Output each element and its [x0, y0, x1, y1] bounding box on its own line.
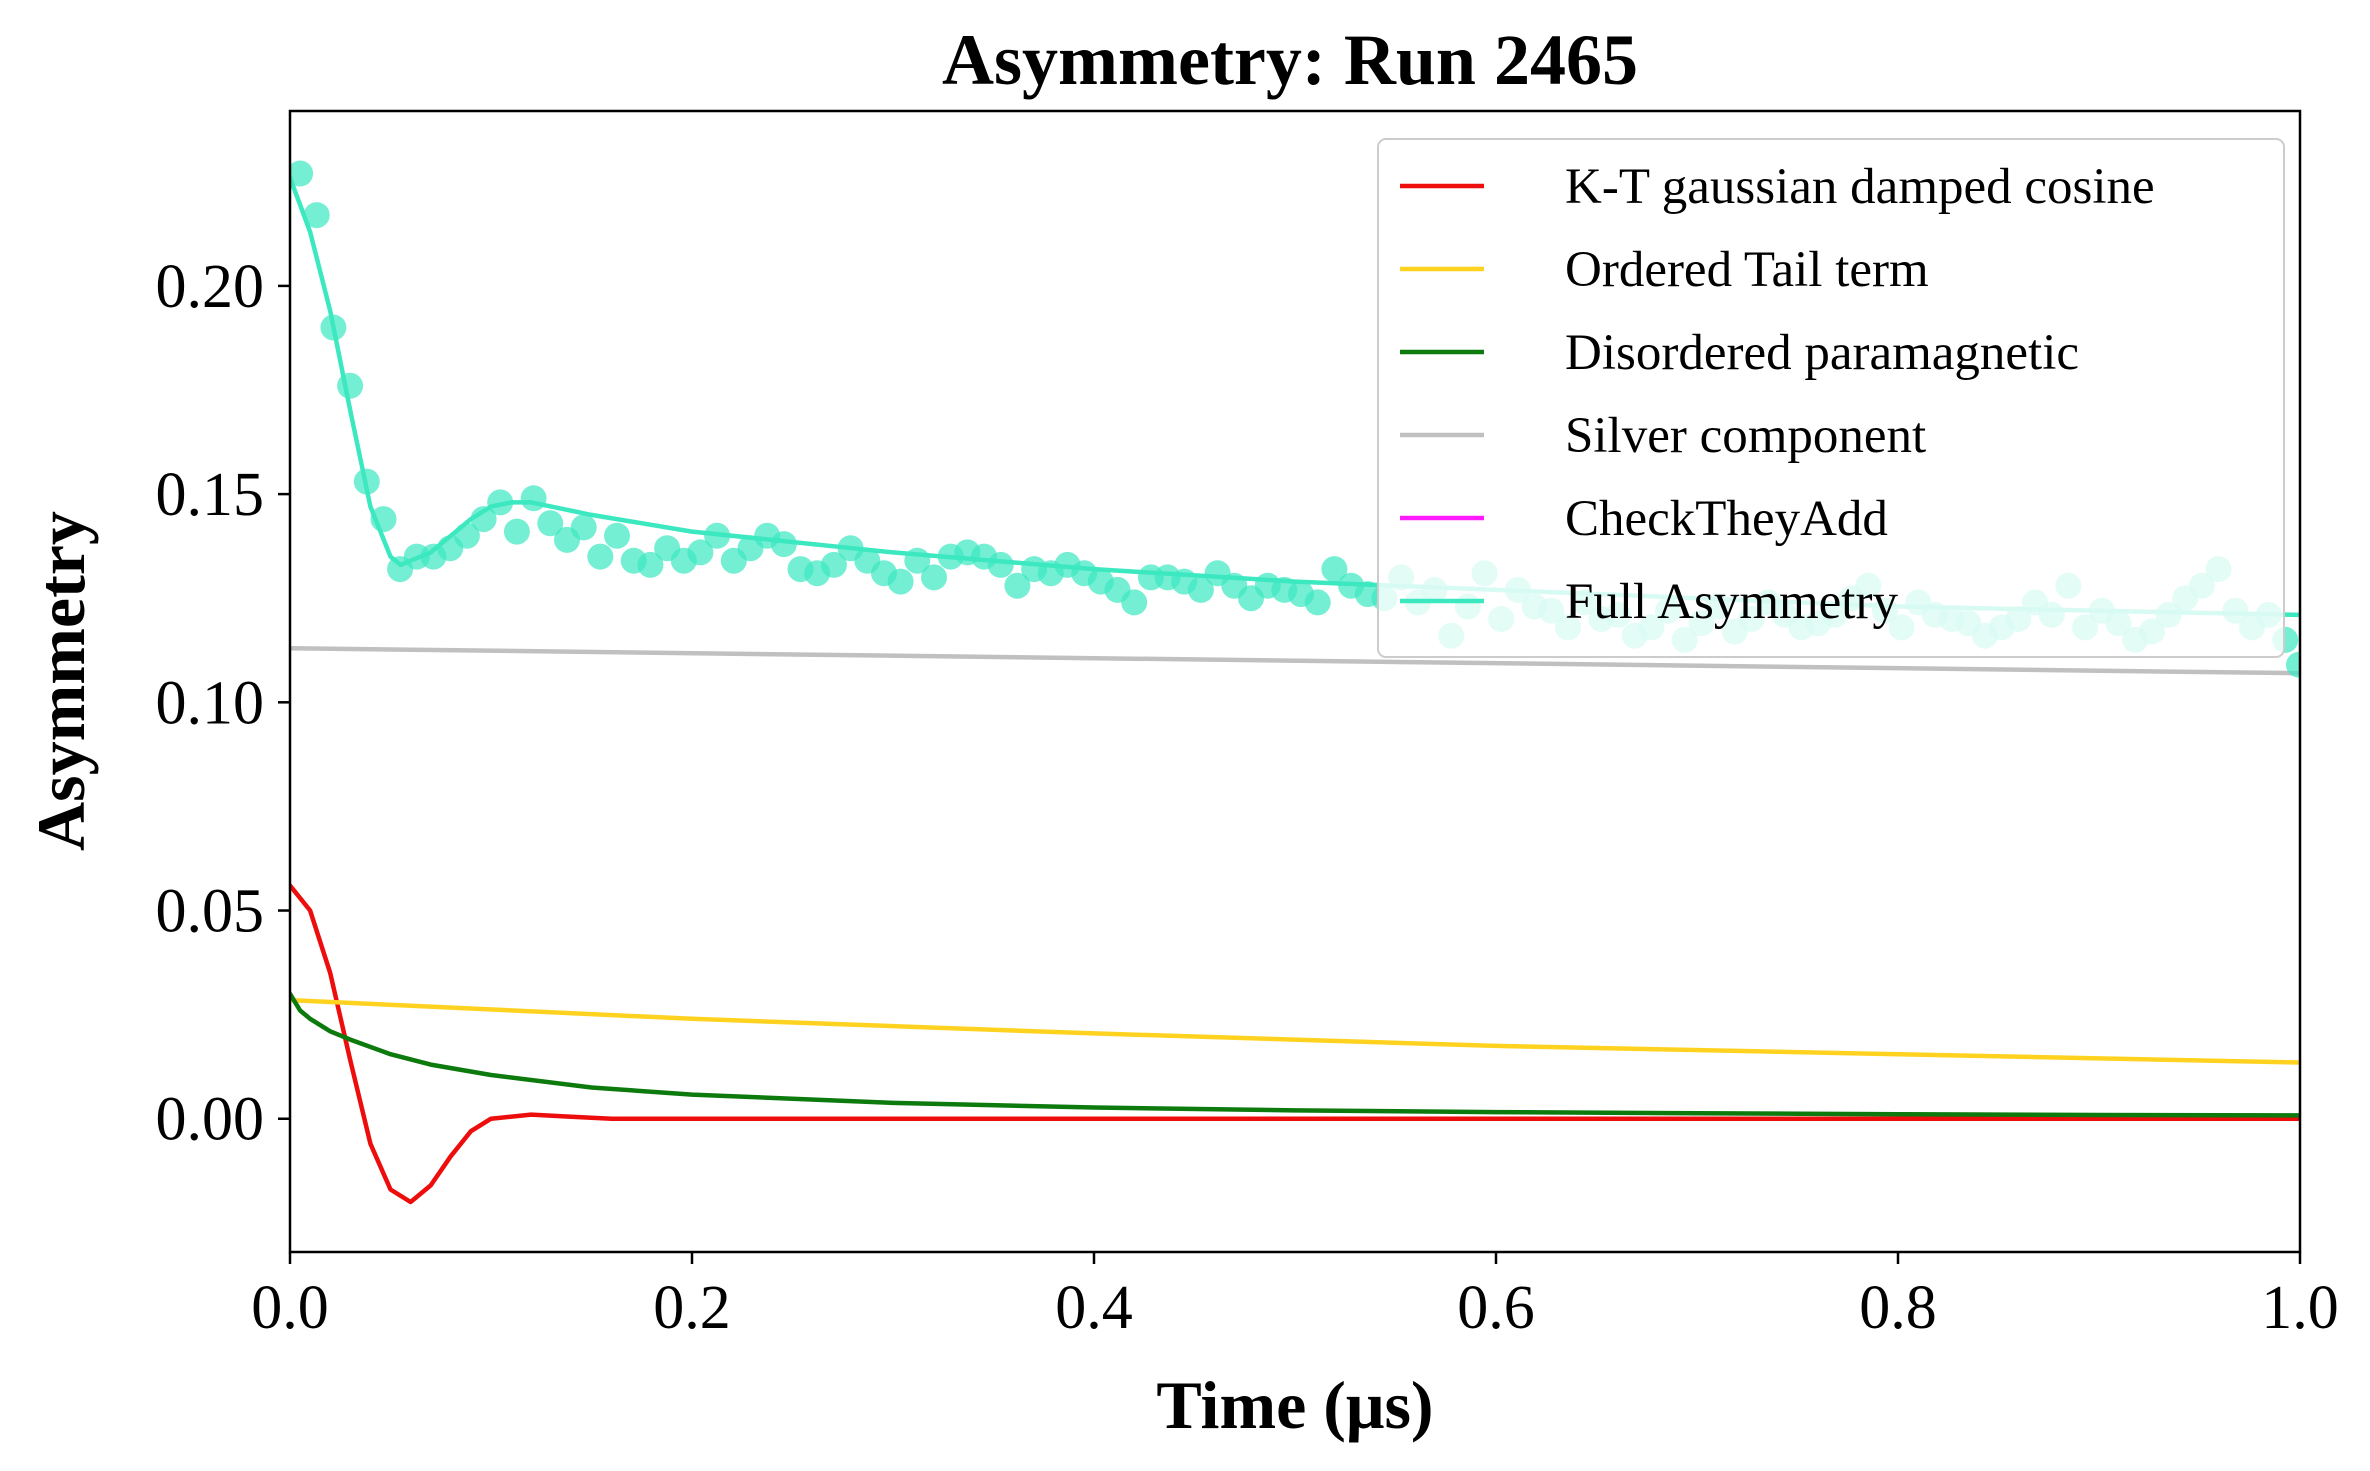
y-tick-label: 0.10 [156, 669, 265, 737]
data-point [303, 202, 330, 229]
legend-label: Silver component [1565, 408, 1926, 464]
x-tick-label: 0.4 [1055, 1274, 1133, 1342]
x-axis-label: Time (μs) [1156, 1367, 1433, 1443]
data-point [290, 160, 314, 187]
legend-label: Full Asymmetry [1565, 574, 1898, 630]
data-point [1321, 556, 1348, 583]
data-point [921, 564, 947, 591]
data-point [1187, 576, 1214, 603]
y-tick-label: 0.00 [156, 1086, 265, 1154]
x-tick-label: 0.0 [251, 1274, 329, 1342]
x-tick-label: 1.0 [2261, 1274, 2339, 1342]
data-point [604, 522, 630, 549]
data-point [1121, 589, 1148, 616]
chart-title: Asymmetry: Run 2465 [942, 20, 1638, 100]
data-point [637, 551, 664, 578]
legend-label: K-T gaussian damped cosine [1565, 159, 2155, 215]
data-point [820, 551, 847, 578]
legend-label: Disordered paramagnetic [1565, 325, 2079, 381]
data-point [570, 514, 597, 541]
data-point [520, 485, 547, 512]
legend: K-T gaussian damped cosine Ordered Tail t… [1377, 138, 2285, 658]
data-point [887, 568, 914, 595]
x-tick-label: 0.2 [653, 1274, 731, 1342]
data-point [987, 551, 1014, 578]
legend-label: CheckTheyAdd [1565, 491, 1888, 547]
axes-layer: 0.0 0.2 0.4 0.6 0.8 1.0 0.00 0.05 0.10 0.15 0.20 [156, 109, 2339, 1342]
series-line-3 [290, 645, 2300, 676]
series-line-1 [290, 997, 2300, 1065]
y-tick-label: 0.15 [156, 461, 265, 529]
data-point [537, 510, 564, 537]
plot-frame [288, 109, 2302, 1254]
data-point [687, 539, 714, 566]
data-point [770, 531, 797, 558]
y-tick-label: 0.05 [156, 878, 265, 946]
series-line-2 [290, 991, 2300, 1118]
legend-label: Ordered Tail term [1565, 242, 1929, 298]
data-point [587, 543, 614, 570]
data-point [503, 518, 530, 545]
data-point [337, 372, 364, 399]
data-point [1004, 572, 1031, 599]
data-point [2286, 651, 2300, 678]
y-axis-label: Asymmetry [23, 511, 99, 851]
data-point [1304, 589, 1331, 616]
series-line-0 [290, 883, 2300, 1205]
x-tick-label: 0.6 [1457, 1274, 1535, 1342]
x-tick-label: 0.8 [1859, 1274, 1937, 1342]
legend-box [1377, 138, 2285, 658]
y-tick-label: 0.20 [156, 253, 265, 321]
